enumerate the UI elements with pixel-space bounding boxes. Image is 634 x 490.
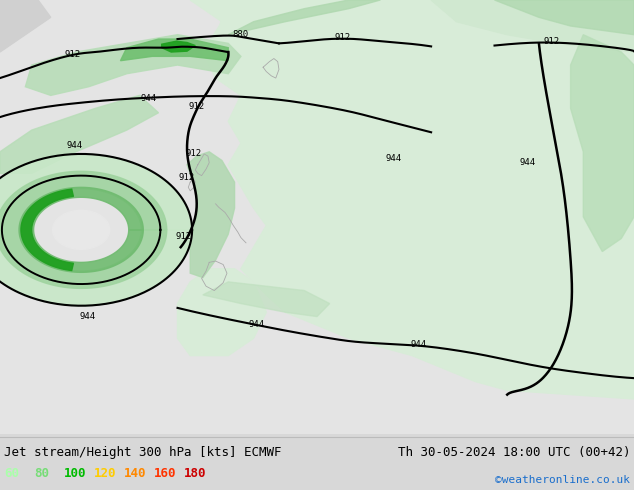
Text: 180: 180 (184, 467, 207, 480)
Text: 100: 100 (64, 467, 86, 480)
Text: 912: 912 (179, 173, 195, 182)
Polygon shape (178, 269, 266, 356)
Polygon shape (0, 154, 192, 306)
Polygon shape (216, 0, 285, 78)
Text: 912: 912 (65, 49, 81, 59)
Text: 944: 944 (79, 312, 96, 321)
Polygon shape (120, 39, 228, 61)
Text: 120: 120 (94, 467, 117, 480)
Text: 944: 944 (141, 94, 157, 103)
Text: 944: 944 (67, 141, 83, 150)
Polygon shape (0, 96, 158, 173)
Polygon shape (19, 187, 143, 272)
Polygon shape (187, 152, 235, 277)
Polygon shape (53, 210, 110, 249)
Polygon shape (431, 0, 634, 52)
Polygon shape (571, 35, 634, 251)
Polygon shape (0, 172, 167, 289)
Polygon shape (21, 189, 74, 270)
Text: 160: 160 (154, 467, 176, 480)
Polygon shape (25, 35, 241, 96)
Polygon shape (495, 0, 634, 35)
Text: 944: 944 (410, 340, 427, 349)
Polygon shape (203, 282, 330, 317)
Text: 60: 60 (4, 467, 19, 480)
Text: 912: 912 (334, 33, 351, 42)
Text: 944: 944 (249, 320, 265, 329)
Text: 944: 944 (385, 154, 401, 163)
Polygon shape (0, 0, 51, 52)
Text: 140: 140 (124, 467, 146, 480)
Text: 912: 912 (185, 149, 202, 158)
Polygon shape (162, 41, 195, 52)
Polygon shape (190, 0, 634, 399)
Text: 912: 912 (175, 232, 191, 241)
Text: Th 30-05-2024 18:00 UTC (00+42): Th 30-05-2024 18:00 UTC (00+42) (398, 446, 630, 459)
Text: ©weatheronline.co.uk: ©weatheronline.co.uk (495, 475, 630, 485)
Text: 880: 880 (233, 30, 249, 39)
Text: 80: 80 (34, 467, 49, 480)
Polygon shape (228, 0, 380, 35)
Text: 944: 944 (519, 158, 536, 167)
Text: 912: 912 (543, 37, 560, 46)
Text: Jet stream/Height 300 hPa [kts] ECMWF: Jet stream/Height 300 hPa [kts] ECMWF (4, 446, 281, 459)
Text: 912: 912 (188, 102, 205, 111)
